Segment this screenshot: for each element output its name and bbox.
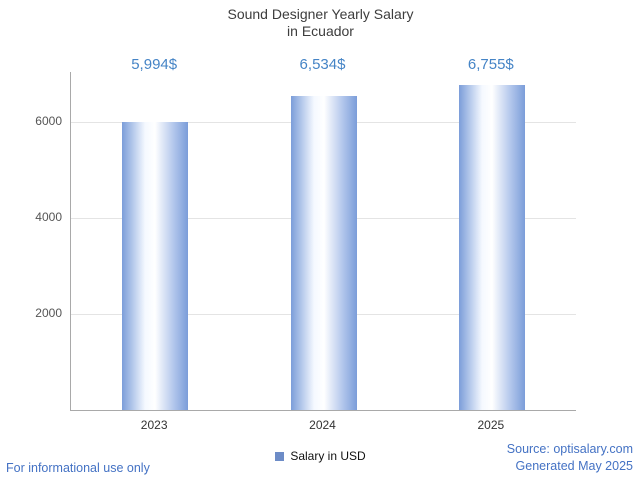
generated-date: Generated May 2025: [515, 459, 633, 473]
y-tick-label: 2000: [35, 305, 62, 320]
bar-2023: [122, 121, 189, 410]
x-axis-label-2024: 2024: [309, 418, 336, 432]
value-label-2025: 6,755$: [467, 56, 514, 73]
plot-area: [70, 72, 576, 411]
y-tick-label: 6000: [35, 113, 62, 128]
chart-title-line1: Sound Designer Yearly Salary: [227, 6, 414, 22]
x-axis-label-2025: 2025: [477, 418, 505, 432]
value-label-2023: 5,994$: [131, 56, 178, 73]
value-label-2024: 6,534$: [299, 56, 346, 73]
source-info: Source: optisalary.com Generated May 202…: [507, 441, 633, 475]
bar-2024: [290, 95, 357, 410]
disclaimer-text: For informational use only: [6, 461, 150, 475]
legend-marker-icon: [275, 452, 285, 461]
y-tick-label: 4000: [35, 209, 62, 224]
chart-title: Sound Designer Yearly Salary in Ecuador: [0, 6, 641, 40]
chart-title-line2: in Ecuador: [287, 23, 354, 39]
bar-2025: [458, 85, 525, 410]
legend: Salary in USD: [0, 449, 641, 463]
legend-label: Salary in USD: [290, 449, 366, 463]
x-axis-label-2023: 2023: [140, 418, 168, 432]
source-link[interactable]: Source: optisalary.com: [506, 442, 633, 456]
